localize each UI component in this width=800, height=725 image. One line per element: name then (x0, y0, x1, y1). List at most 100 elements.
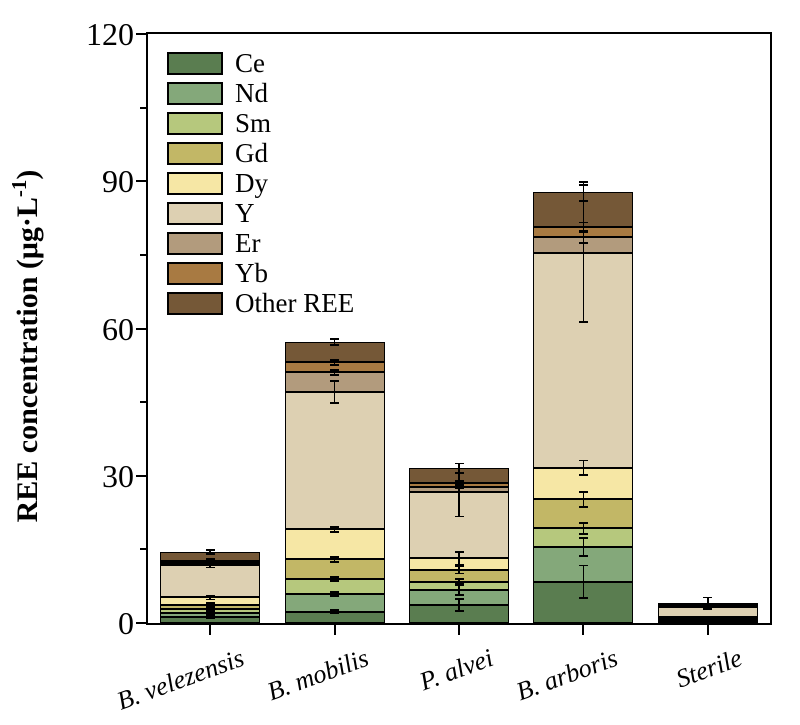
error-bar-cap (454, 462, 464, 465)
error-bar-b-velezensis-gd (209, 603, 211, 607)
error-bar-cap (205, 613, 215, 615)
error-bar-b-mobilis-gd (333, 556, 336, 562)
error-bar-p-alvei-other-ree (458, 463, 460, 474)
error-bar-cap (205, 617, 215, 619)
x-axis-tick (458, 625, 460, 635)
legend-label-dy: Dy (235, 168, 268, 198)
x-axis-tick (706, 625, 709, 635)
x-axis-tick (209, 625, 212, 635)
error-bar-b-arboris-other-ree (582, 181, 585, 202)
error-bar-cap (578, 597, 588, 599)
error-bar-cap (330, 363, 340, 366)
error-bar-cap (454, 578, 464, 581)
legend-label-gd: Gd (235, 138, 268, 168)
error-bar-b-arboris-sm (582, 522, 585, 534)
y-axis-tick-label: 60 (102, 310, 134, 347)
error-bar-cap (454, 472, 464, 475)
error-bar-b-arboris-yb (582, 222, 585, 233)
legend-item-yb: Yb (167, 259, 354, 288)
y-axis-minor-tick (140, 548, 146, 551)
error-bar-cap (330, 591, 340, 594)
error-bar-cap (330, 580, 340, 583)
legend-item-dy: Dy (167, 169, 354, 198)
error-bar-cap (578, 555, 588, 558)
legend-swatch-dy (167, 172, 223, 195)
error-bar-b-velezensis-yb (209, 559, 211, 563)
legend-swatch-yb (167, 262, 223, 285)
legend-swatch-sm (167, 112, 223, 135)
error-bar-cap (205, 614, 215, 617)
error-bar-cap (330, 576, 340, 579)
error-bar-b-velezensis-sm (209, 608, 211, 611)
error-bar-cap (205, 548, 215, 551)
error-bar-cap (454, 563, 464, 566)
error-bar-cap (578, 321, 588, 324)
bar-segment-b-mobilis-y (284, 391, 385, 530)
bar-segment-b-mobilis-dy (284, 529, 385, 560)
y-axis-minor-tick (140, 401, 146, 404)
error-bar-cap (578, 564, 588, 567)
error-bar-p-alvei-yb (458, 480, 460, 486)
error-bar-b-arboris-er (582, 231, 585, 244)
legend-swatch-nd (167, 82, 223, 105)
error-bar-cap (205, 552, 215, 555)
error-bar-p-alvei-nd (458, 585, 460, 596)
error-bar-b-mobilis-sm (333, 577, 336, 582)
y-axis-title-superscript: -1 (7, 179, 31, 198)
x-axis-label-b-velezensis: B. velezensis (113, 643, 249, 716)
error-bar-cap (205, 609, 215, 612)
y-axis-major-tick (136, 474, 146, 477)
error-bar-b-velezensis-y (209, 562, 211, 568)
error-bar-cap (454, 479, 464, 482)
error-bar-cap (330, 595, 340, 598)
error-bar-b-velezensis-dy (209, 595, 211, 600)
error-bar-cap (205, 594, 215, 597)
error-bar-p-alvei-ce (458, 598, 460, 611)
legend-label-y: Y (235, 198, 255, 228)
y-axis-minor-tick (140, 106, 146, 109)
error-bar-cap (578, 459, 588, 462)
y-axis-minor-tick (140, 253, 146, 256)
error-bar-cap (330, 373, 340, 376)
legend-label-other-ree: Other REE (235, 288, 355, 318)
error-bar-b-arboris-y (582, 184, 585, 323)
error-bar-cap (330, 343, 340, 346)
legend-label-yb: Yb (235, 258, 268, 288)
legend-label-er: Er (235, 228, 261, 258)
error-bar-cap (454, 598, 464, 600)
error-bar-cap (205, 605, 215, 608)
legend: Ce Nd Sm Gd Dy Y Er Yb Other REE (167, 49, 354, 319)
error-bar-cap (578, 491, 588, 493)
error-bar-cap (330, 612, 340, 615)
error-bar-b-mobilis-other-ree (333, 338, 336, 345)
error-bar-b-arboris-dy (582, 460, 585, 476)
error-bar-cap (578, 532, 588, 535)
error-bar-cap (205, 561, 215, 564)
legend-swatch-ce (167, 52, 223, 75)
legend-label-ce: Ce (235, 48, 265, 78)
error-bar-cap (205, 610, 215, 613)
error-bar-cap (330, 359, 340, 361)
error-bar-b-mobilis-yb (333, 359, 336, 365)
x-axis-tick (333, 625, 336, 635)
x-axis-label-sterile: Sterile (672, 643, 746, 694)
error-bar-b-velezensis-nd (209, 611, 211, 614)
y-axis-tick-label: 120 (86, 16, 134, 52)
legend-item-ce: Ce (167, 49, 354, 78)
plot-area: Ce Nd Sm Gd Dy Y Er Yb Other REE (146, 32, 772, 625)
error-bar-b-arboris-gd (582, 491, 585, 507)
y-axis-major-tick (136, 180, 146, 183)
error-bar-cap (578, 242, 588, 244)
error-bar-cap (578, 200, 588, 203)
error-bar-cap (330, 555, 340, 558)
error-bar-cap (454, 609, 464, 612)
error-bar-cap (454, 515, 464, 518)
error-bar-cap (454, 572, 464, 575)
y-axis-title: REE concentration (μg·L-1) (7, 170, 45, 523)
error-bar-cap (454, 583, 464, 586)
error-bar-cap (205, 602, 215, 605)
error-bar-b-arboris-nd (582, 537, 585, 557)
error-bar-cap (205, 558, 215, 561)
x-axis-label-b-mobilis: B. mobilis (263, 643, 373, 707)
